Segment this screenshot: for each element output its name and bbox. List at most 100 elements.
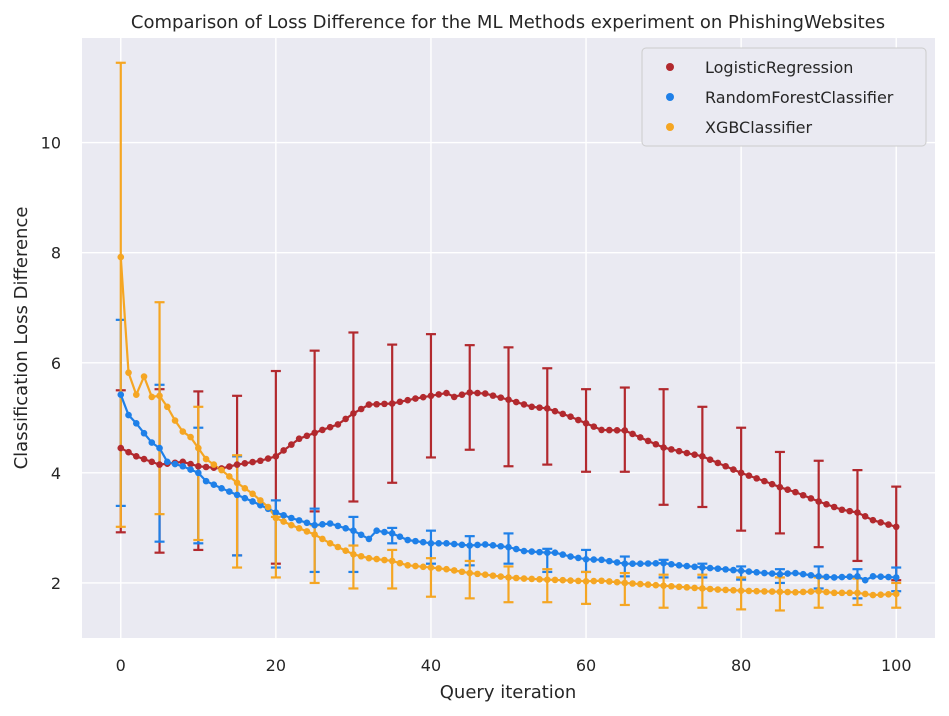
data-point xyxy=(574,577,582,585)
data-point xyxy=(869,591,877,599)
data-point xyxy=(319,521,326,528)
data-point xyxy=(218,466,225,474)
data-point xyxy=(357,531,365,539)
data-point xyxy=(637,560,644,567)
data-point xyxy=(171,460,179,468)
data-point xyxy=(776,483,784,491)
data-point xyxy=(396,559,404,567)
data-point xyxy=(536,404,543,411)
data-point xyxy=(280,447,287,454)
data-point xyxy=(861,576,869,584)
data-point xyxy=(528,575,536,583)
data-point xyxy=(280,511,287,519)
data-point xyxy=(675,562,683,569)
data-point xyxy=(629,580,636,587)
data-point xyxy=(714,586,722,593)
data-point xyxy=(381,400,388,408)
data-point xyxy=(264,503,272,511)
x-tick-label: 40 xyxy=(421,656,441,675)
data-point xyxy=(536,575,543,583)
data-point xyxy=(412,395,419,402)
error-bars xyxy=(115,61,902,612)
data-point xyxy=(637,434,644,441)
data-point xyxy=(567,553,574,560)
x-tick-label: 60 xyxy=(576,656,596,675)
data-point xyxy=(264,455,272,462)
data-point xyxy=(869,573,877,580)
data-point xyxy=(660,582,667,590)
data-point xyxy=(187,466,194,473)
data-point xyxy=(877,519,885,526)
legend-box xyxy=(641,47,927,147)
data-point xyxy=(233,491,241,499)
data-point xyxy=(520,575,528,582)
data-point xyxy=(148,458,156,466)
data-point xyxy=(644,437,652,445)
data-point xyxy=(195,462,202,470)
data-point xyxy=(737,469,745,477)
data-point xyxy=(877,573,885,581)
data-point xyxy=(823,500,830,508)
data-point xyxy=(745,587,753,595)
data-point xyxy=(582,578,590,585)
data-point xyxy=(892,574,900,581)
data-point xyxy=(202,477,210,485)
data-point xyxy=(195,444,202,452)
data-point xyxy=(249,490,256,498)
data-point xyxy=(753,587,760,595)
data-point xyxy=(319,426,326,434)
data-point xyxy=(117,444,125,452)
data-point xyxy=(125,411,132,419)
data-point xyxy=(272,514,280,522)
data-point xyxy=(699,585,706,592)
legend: LogisticRegression RandomForestClassifier… xyxy=(641,47,927,147)
data-point xyxy=(497,542,505,550)
data-point xyxy=(606,426,613,434)
data-point xyxy=(761,588,768,595)
data-point xyxy=(776,588,784,596)
data-point xyxy=(722,462,729,470)
data-point xyxy=(326,520,334,527)
data-point xyxy=(799,570,807,578)
data-point xyxy=(311,429,318,437)
data-point xyxy=(435,391,443,398)
data-point xyxy=(466,389,474,396)
data-point xyxy=(730,566,737,574)
data-point xyxy=(497,394,505,401)
data-point xyxy=(559,551,567,558)
data-point xyxy=(683,449,691,457)
data-point xyxy=(505,543,512,551)
data-point xyxy=(613,578,621,586)
data-point xyxy=(396,533,404,541)
data-point xyxy=(567,577,574,584)
data-point xyxy=(784,588,791,596)
data-point xyxy=(381,556,388,564)
data-point xyxy=(257,501,264,509)
data-point xyxy=(140,373,148,380)
data-point xyxy=(768,480,776,488)
data-point xyxy=(125,369,132,376)
data-point xyxy=(443,540,450,547)
data-point xyxy=(288,521,295,529)
data-point xyxy=(621,560,629,567)
data-point xyxy=(761,477,768,485)
data-point xyxy=(187,460,194,468)
data-point xyxy=(148,393,156,401)
data-point xyxy=(830,589,838,597)
data-point xyxy=(598,556,605,564)
data-point xyxy=(737,587,745,594)
data-point xyxy=(675,583,683,591)
data-point xyxy=(885,573,892,581)
legend-label: RandomForestClassifier xyxy=(705,88,894,107)
y-tick-labels: 2 4 6 8 10 xyxy=(41,134,61,593)
data-point xyxy=(450,540,458,548)
chart-title: Comparison of Loss Difference for the ML… xyxy=(131,12,885,33)
data-point xyxy=(350,551,357,558)
data-point xyxy=(373,400,380,408)
x-tick-label: 80 xyxy=(731,656,751,675)
data-point xyxy=(357,552,365,560)
data-point xyxy=(652,560,660,567)
data-point xyxy=(854,573,861,580)
data-point xyxy=(303,519,311,527)
